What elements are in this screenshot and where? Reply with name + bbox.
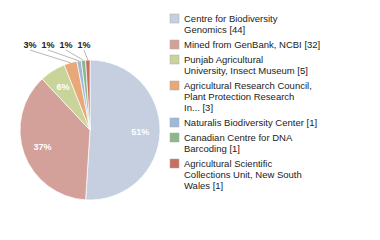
legend-label-line: University, Insect Museum [5] [184,65,308,76]
data-label: 51% [131,127,149,137]
legend-item: Naturalis Biodiversity Center [1] [170,117,317,128]
legend-label-line: Agricultural Research Council, [184,80,312,91]
leader-line [30,50,70,63]
legend-label-line: Genomics [44] [184,24,245,35]
leader-line [48,50,79,61]
legend-item: Punjab AgriculturalUniversity, Insect Mu… [170,54,308,76]
legend-item: Canadian Centre for DNABarcoding [1] [170,132,293,154]
legend-swatch [170,159,179,168]
legend-label: Mined from GenBank, NCBI [32] [184,39,320,50]
legend-label: Agricultural Research Council,Plant Prot… [184,80,312,113]
pie-slice [86,60,90,130]
legend-label-line: Mined from GenBank, NCBI [32] [184,39,320,50]
legend-item: Mined from GenBank, NCBI [32] [170,39,320,50]
legend: Centre for BiodiversityGenomics [44] Mine… [170,13,320,191]
legend-label: Punjab AgriculturalUniversity, Insect Mu… [184,54,308,76]
legend-swatch [170,55,179,64]
data-label: 1% [59,40,72,50]
legend-label-line: Plant Protection Research [184,91,294,102]
data-label: 3% [23,40,36,50]
legend-label: Agricultural ScientificCollections Unit,… [184,158,302,191]
legend-item: Agricultural Research Council,Plant Prot… [170,80,312,113]
legend-label-line: Naturalis Biodiversity Center [1] [184,117,317,128]
legend-swatch [170,81,179,90]
legend-label-line: Barcoding [1] [184,143,240,154]
legend-label-line: Agricultural Scientific [184,158,272,169]
legend-label-line: Centre for Biodiversity [184,13,278,24]
pie-slice [81,60,90,130]
legend-label: Centre for BiodiversityGenomics [44] [184,13,278,35]
pie [20,60,160,200]
legend-swatch [170,118,179,127]
leader-line [66,50,83,60]
legend-label-line: Canadian Centre for DNA [184,132,293,143]
data-labels: 51% 37% 6% 3% 1% 1% 1% [23,40,149,152]
legend-item: Centre for BiodiversityGenomics [44] [170,13,278,35]
pie-slice [77,61,90,130]
data-label: 37% [34,142,52,152]
chart: 51% 37% 6% 3% 1% 1% 1% Centre for BiodiversityG… [0,0,380,240]
legend-label: Canadian Centre for DNABarcoding [1] [184,132,293,154]
legend-label-line: Collections Unit, New South [184,169,302,180]
legend-label-line: In... [3] [184,102,213,113]
legend-swatch [170,133,179,142]
legend-swatch [170,40,179,49]
legend-item: Agricultural ScientificCollections Unit,… [170,158,302,191]
data-label: 6% [56,82,69,92]
legend-swatch [170,14,179,23]
data-label: 1% [41,40,54,50]
legend-label: Naturalis Biodiversity Center [1] [184,117,317,128]
data-label: 1% [77,40,90,50]
leader-line [84,50,88,60]
legend-label-line: Wales [1] [184,180,223,191]
pie-slice [86,60,160,200]
legend-label-line: Punjab Agricultural [184,54,263,65]
